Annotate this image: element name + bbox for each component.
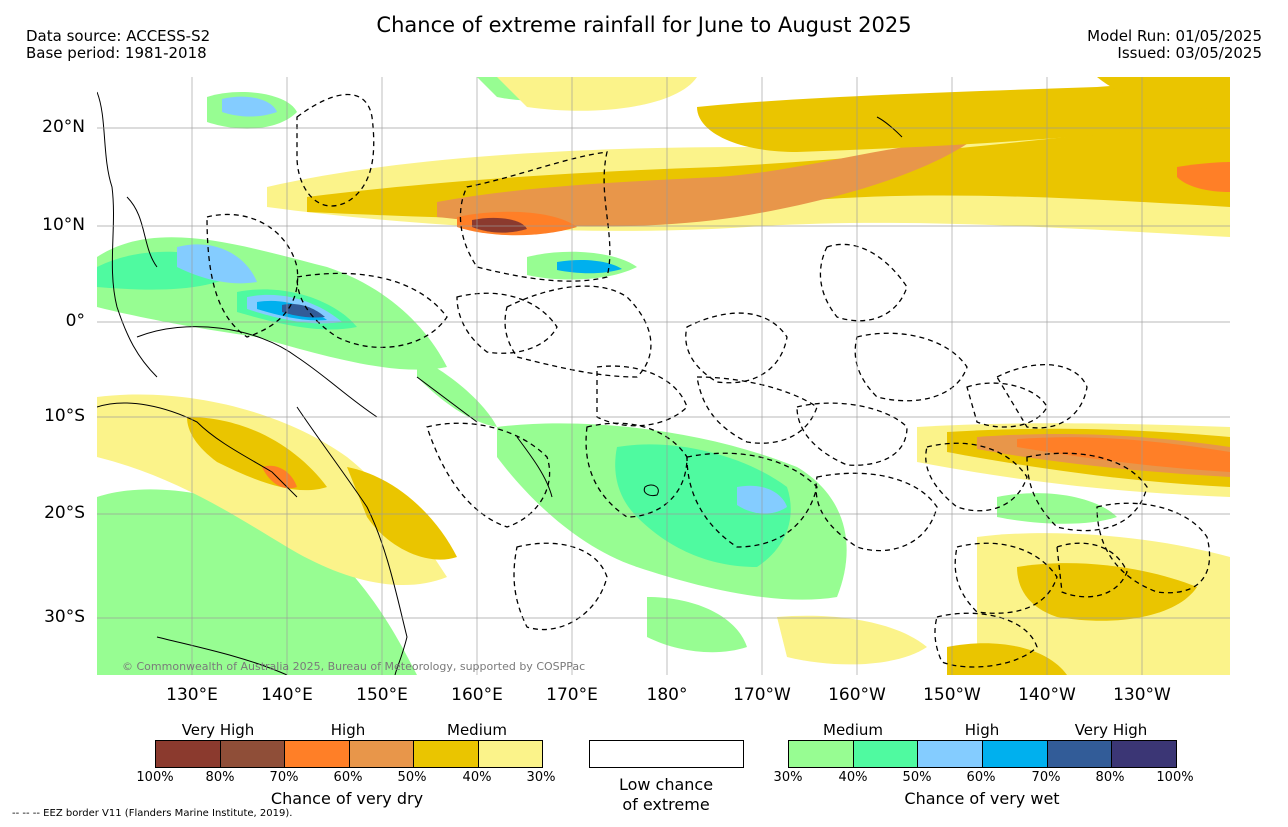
- eez-footnote: -- -- -- EEZ border V11 (Flanders Marine…: [12, 808, 293, 819]
- dry-tick: 100%: [136, 770, 174, 785]
- low-chance-line1: Low chance: [618, 775, 714, 794]
- wet-regions: [97, 77, 1117, 675]
- lon-label-180: 180°: [646, 685, 688, 705]
- wet-tick: 30%: [773, 770, 803, 785]
- rainfall-map: [97, 77, 1230, 675]
- lat-label-20s: 20°S: [44, 503, 85, 523]
- issued-date: Issued: 03/05/2025: [1117, 44, 1262, 62]
- wet-cat-high: High: [964, 721, 1000, 739]
- map-title: Chance of extreme rainfall for June to A…: [376, 13, 912, 37]
- dry-tick: 80%: [205, 770, 235, 785]
- wet-tick: 80%: [1095, 770, 1125, 785]
- dry-swatch-6: [478, 741, 542, 767]
- wet-cat-medium: Medium: [823, 721, 883, 739]
- dry-tick: 30%: [526, 770, 556, 785]
- lon-label-130e: 130°E: [166, 685, 218, 705]
- low-chance-swatch: [589, 740, 744, 768]
- lon-label-140e: 140°E: [261, 685, 313, 705]
- low-chance-line2: of extreme: [622, 795, 710, 814]
- lat-label-0: 0°: [65, 311, 85, 331]
- dry-tick: 50%: [397, 770, 427, 785]
- model-run: Model Run: 01/05/2025: [1087, 27, 1262, 45]
- lon-label-160e: 160°E: [451, 685, 503, 705]
- dry-swatch-3: [285, 741, 350, 767]
- lat-label-30s: 30°S: [44, 607, 85, 627]
- wet-tick: 50%: [902, 770, 932, 785]
- lat-label-10n: 10°N: [42, 215, 85, 235]
- lon-label-170e: 170°E: [546, 685, 598, 705]
- copyright-notice: © Commonwealth of Australia 2025, Bureau…: [122, 660, 586, 673]
- lon-label-170w: 170°W: [733, 685, 791, 705]
- dry-tick: 70%: [269, 770, 299, 785]
- lon-label-160w: 160°W: [828, 685, 886, 705]
- wet-swatch-2: [853, 741, 919, 767]
- wet-cat-very-high: Very High: [1074, 721, 1148, 739]
- wet-legend-label: Chance of very wet: [904, 789, 1060, 808]
- dry-swatch-5: [414, 741, 479, 767]
- dry-swatch-1: [156, 741, 221, 767]
- dry-colorbar: [155, 740, 543, 768]
- wet-colorbar: [788, 740, 1177, 768]
- dry-cat-medium: Medium: [447, 721, 507, 739]
- dry-tick: 40%: [462, 770, 492, 785]
- wet-swatch-3: [918, 741, 984, 767]
- eez-borders: [206, 94, 1211, 668]
- wet-swatch-1: [789, 741, 854, 767]
- dry-swatch-4: [349, 741, 414, 767]
- wet-tick: 40%: [838, 770, 868, 785]
- lon-label-130w: 130°W: [1113, 685, 1171, 705]
- dry-tick: 60%: [333, 770, 363, 785]
- wet-tick: 60%: [966, 770, 996, 785]
- base-period: Base period: 1981-2018: [26, 44, 207, 62]
- lon-label-140w: 140°W: [1018, 685, 1076, 705]
- wet-tick: 70%: [1031, 770, 1061, 785]
- lon-label-150w: 150°W: [923, 685, 981, 705]
- lon-label-150e: 150°E: [356, 685, 408, 705]
- wet-swatch-4: [983, 741, 1048, 767]
- lat-label-10s: 10°S: [44, 406, 85, 426]
- graticule: [97, 77, 1230, 675]
- coastlines: [97, 91, 903, 675]
- lat-label-20n: 20°N: [42, 117, 85, 137]
- wet-swatch-5: [1047, 741, 1113, 767]
- dry-legend-label: Chance of very dry: [270, 789, 424, 808]
- data-source: Data source: ACCESS-S2: [26, 27, 211, 45]
- low-chance-label: Low chance of extreme: [566, 775, 766, 815]
- dry-cat-very-high: Very High: [181, 721, 255, 739]
- wet-swatch-6: [1112, 741, 1177, 767]
- dry-swatch-2: [220, 741, 285, 767]
- wet-tick: 100%: [1156, 770, 1194, 785]
- dry-cat-high: High: [330, 721, 366, 739]
